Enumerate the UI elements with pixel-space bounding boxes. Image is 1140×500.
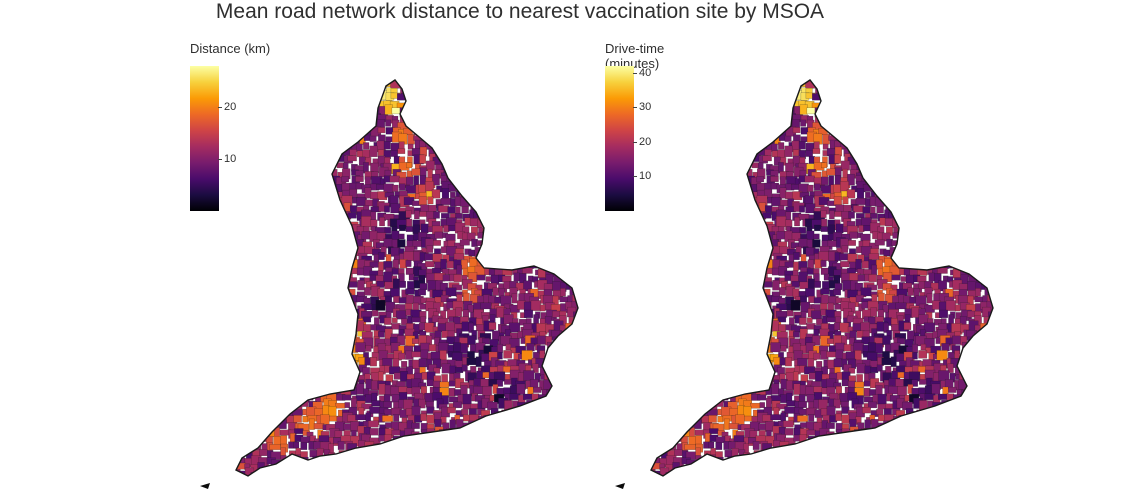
drive-time-panel: Drive-time (minutes) 10 20 30 40	[595, 36, 1005, 491]
distance-legend: Distance (km) 10 20	[190, 36, 320, 226]
legend-tick-label: 40	[632, 66, 652, 79]
colorbar	[605, 66, 634, 211]
england-outline	[650, 79, 994, 477]
legend-tick-label: 10	[632, 170, 652, 183]
england-outline	[235, 79, 579, 477]
colorbar	[190, 66, 219, 211]
drive-time-map	[615, 79, 994, 489]
legend-tick-label: 10	[217, 153, 237, 166]
isles-of-scilly	[615, 483, 625, 489]
legend-tick-label: 20	[632, 135, 652, 148]
drive-time-legend: Drive-time (minutes) 10 20 30 40	[605, 36, 735, 226]
legend-tick-label: 20	[217, 101, 237, 114]
page-title: Mean road network distance to nearest va…	[215, 0, 825, 23]
distance-map	[200, 79, 579, 489]
isles-of-scilly	[200, 483, 210, 489]
legend-title: Distance (km)	[190, 41, 271, 56]
distance-panel: Distance (km) 10 20	[180, 36, 590, 491]
legend-tick-label: 30	[632, 101, 652, 114]
